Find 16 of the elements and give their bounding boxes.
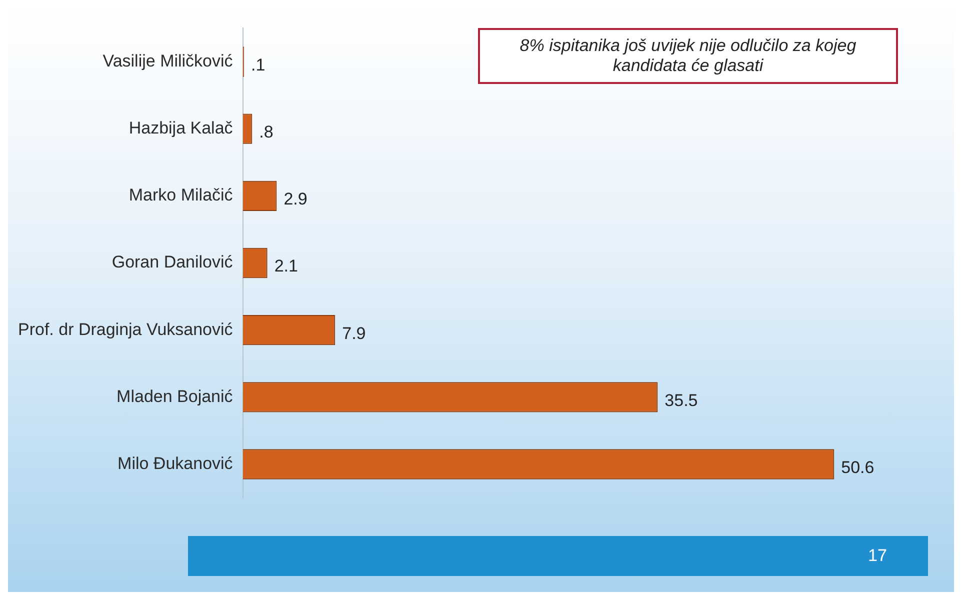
y-tick-label: Milo Đukanović — [118, 454, 234, 473]
y-tick-label: Prof. dr Draginja Vuksanović — [18, 320, 234, 339]
data-label: 50.6 — [841, 458, 874, 477]
y-tick-label: Mladen Bojanić — [116, 386, 234, 406]
data-label: .1 — [250, 55, 266, 74]
data-label: 2.1 — [274, 256, 298, 276]
text: 17 — [868, 546, 887, 566]
data-label: 2.9 — [284, 190, 308, 209]
y-tick-label: Hazbija Kalač — [128, 118, 234, 138]
y-tick-label: Goran Danilović — [112, 252, 234, 272]
data-label: .8 — [259, 122, 274, 142]
data-label: 7.9 — [342, 324, 366, 343]
y-tick-label: Vasilije Miličković — [102, 51, 234, 70]
note-box: 8% ispitanika još uvijek nije odlučilo za kojeg kandidata će glasati — [478, 28, 898, 84]
y-tick-label: Marko Milačić — [128, 186, 234, 205]
data-label: 35.5 — [664, 390, 698, 410]
